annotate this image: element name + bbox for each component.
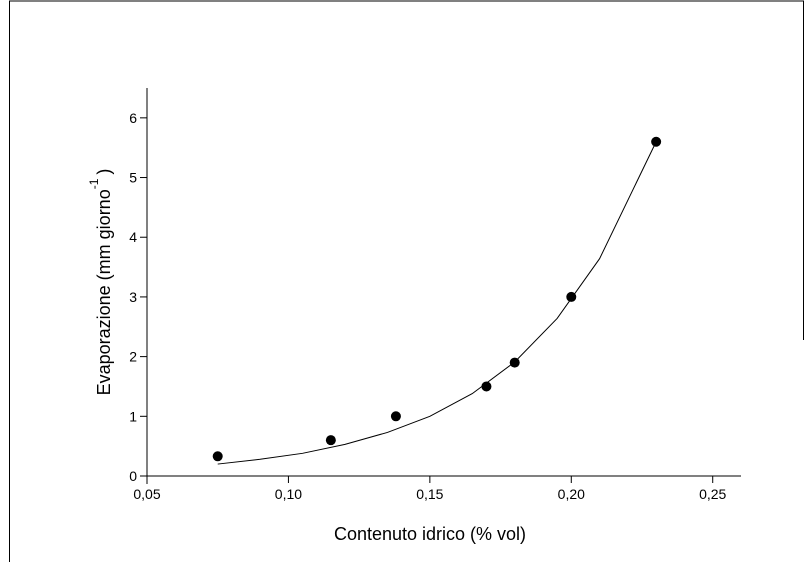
fit-line — [217, 141, 657, 465]
y-axis-title-superscript: -1 — [87, 178, 101, 189]
x-tick-label: 0,10 — [275, 486, 302, 502]
x-tick-label: 0,15 — [416, 486, 443, 502]
y-tick-label: 5 — [129, 170, 137, 186]
x-tick-label: 0,20 — [558, 486, 585, 502]
y-tick-label: 2 — [129, 349, 137, 365]
data-point — [390, 411, 401, 422]
y-axis-title: Evaporazione (mm giorno-1) — [87, 169, 114, 396]
y-tick-label: 4 — [129, 229, 137, 245]
data-point — [212, 451, 223, 462]
y-tick-label: 6 — [129, 110, 137, 126]
y-axis-title-main: Evaporazione (mm giorno — [94, 189, 114, 395]
x-axis-title: Contenuto idrico (% vol) — [334, 524, 526, 544]
data-point — [481, 381, 492, 392]
y-axis-title-end: ) — [94, 169, 114, 175]
data-point — [325, 435, 336, 446]
y-tick-label: 1 — [129, 408, 137, 424]
x-tick-label: 0,25 — [699, 486, 726, 502]
y-tick-label: 0 — [129, 468, 137, 484]
y-tick-label: 3 — [129, 289, 137, 305]
x-tick-label: 0,05 — [133, 486, 160, 502]
